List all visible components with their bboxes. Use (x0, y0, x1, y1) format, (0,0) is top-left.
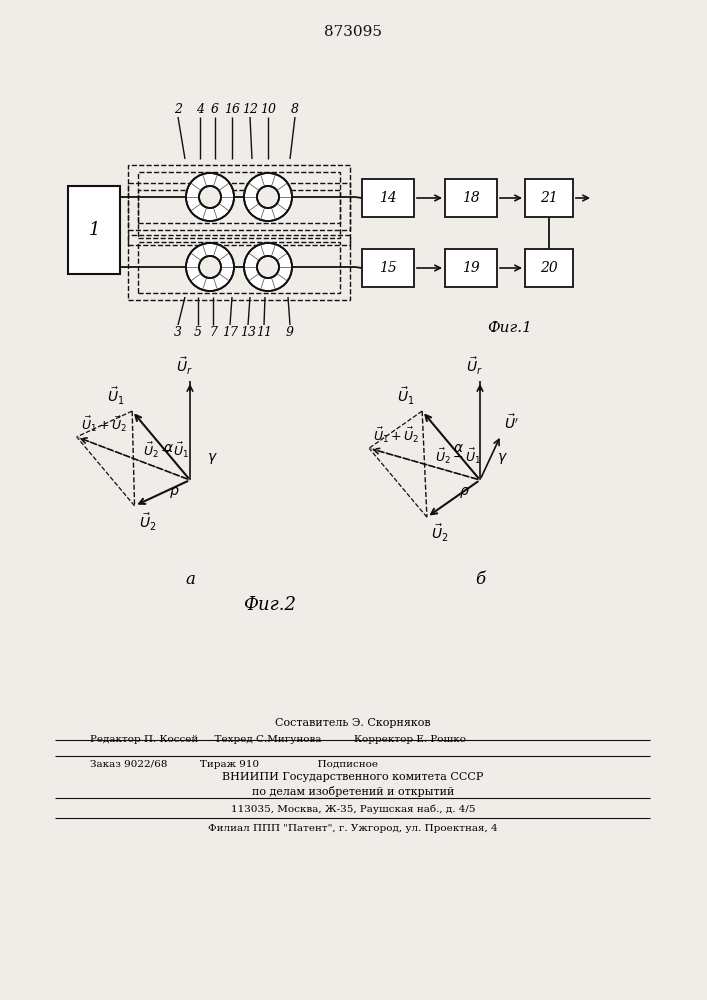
Text: 11: 11 (256, 326, 272, 339)
Text: 21: 21 (540, 191, 558, 205)
Text: $\vec{U}_1$: $\vec{U}_1$ (107, 386, 124, 407)
Text: 10: 10 (260, 103, 276, 116)
Text: 19: 19 (462, 261, 480, 275)
Bar (362, 179, 414, 217)
Text: ВНИИПИ Государственного комитета СССР: ВНИИПИ Государственного комитета СССР (222, 772, 484, 782)
Text: $\vec{U}_r$: $\vec{U}_r$ (175, 356, 192, 377)
Circle shape (244, 173, 292, 221)
Text: 6: 6 (211, 103, 219, 116)
Text: а: а (185, 572, 195, 588)
Text: 4: 4 (196, 103, 204, 116)
Text: 17: 17 (222, 326, 238, 339)
Text: $\vec{U}_1+\vec{U}_2$: $\vec{U}_1+\vec{U}_2$ (81, 415, 127, 434)
Bar (68, 186, 120, 274)
Bar (362, 249, 414, 287)
Text: 2: 2 (174, 103, 182, 116)
Bar (525, 179, 573, 217)
Text: Фиг.2: Фиг.2 (243, 596, 296, 614)
Text: Составитель Э. Скорняков: Составитель Э. Скорняков (275, 718, 431, 728)
Bar (138, 242, 340, 293)
Text: 14: 14 (379, 191, 397, 205)
Text: 873095: 873095 (324, 25, 382, 39)
Text: 15: 15 (379, 261, 397, 275)
Bar (445, 249, 497, 287)
Circle shape (186, 173, 234, 221)
Text: $\gamma$: $\gamma$ (206, 450, 218, 466)
Bar (138, 172, 340, 223)
Text: $\vec{U}_2$: $\vec{U}_2$ (431, 523, 448, 544)
Text: $\gamma$: $\gamma$ (496, 450, 508, 466)
Text: Заказ 9022/68          Тираж 910                  Подписное: Заказ 9022/68 Тираж 910 Подписное (90, 760, 378, 769)
Text: $\vec{U}_1$: $\vec{U}_1$ (397, 386, 414, 407)
Text: $\alpha$: $\alpha$ (163, 441, 173, 455)
Bar (445, 179, 497, 217)
Bar (128, 183, 350, 245)
Text: $\vec{U}_2-\vec{U}_1$: $\vec{U}_2-\vec{U}_1$ (143, 441, 189, 460)
Circle shape (199, 186, 221, 208)
Text: $\rho$: $\rho$ (169, 485, 180, 499)
Text: 18: 18 (462, 191, 480, 205)
Text: 3: 3 (174, 326, 182, 339)
Text: 16: 16 (224, 103, 240, 116)
Text: 13: 13 (240, 326, 256, 339)
Circle shape (186, 243, 234, 291)
Bar (525, 249, 573, 287)
Text: Фиг.1: Фиг.1 (488, 321, 532, 335)
Text: Редактор П. Коссей     Техред С.Мигунова          Корректор Е. Рошко: Редактор П. Коссей Техред С.Мигунова Кор… (90, 735, 466, 744)
Circle shape (257, 186, 279, 208)
Text: 12: 12 (242, 103, 258, 116)
Text: 9: 9 (286, 326, 294, 339)
Text: 8: 8 (291, 103, 299, 116)
Text: 20: 20 (540, 261, 558, 275)
Text: $\vec{U}'$: $\vec{U}'$ (504, 414, 519, 432)
Circle shape (257, 256, 279, 278)
Text: б: б (475, 572, 485, 588)
Text: $\vec{U}_2-\vec{U}_1$: $\vec{U}_2-\vec{U}_1$ (435, 446, 481, 466)
Circle shape (199, 256, 221, 278)
Text: $\rho$: $\rho$ (459, 485, 469, 499)
Circle shape (244, 243, 292, 291)
Text: 5: 5 (194, 326, 202, 339)
Text: $\vec{U}_r$: $\vec{U}_r$ (466, 356, 482, 377)
Text: Филиал ППП "Патент", г. Ужгород, ул. Проектная, 4: Филиал ППП "Патент", г. Ужгород, ул. Про… (208, 824, 498, 833)
Text: 113035, Москва, Ж-35, Раушская наб., д. 4/5: 113035, Москва, Ж-35, Раушская наб., д. … (230, 804, 475, 814)
Bar (128, 235, 350, 300)
Bar (128, 165, 350, 230)
Bar (138, 190, 340, 238)
Text: $\vec{U}_1+\vec{U}_2$: $\vec{U}_1+\vec{U}_2$ (373, 426, 419, 445)
Text: $\alpha$: $\alpha$ (452, 441, 464, 455)
Text: по делам изобретений и открытий: по делам изобретений и открытий (252, 786, 454, 797)
Text: 7: 7 (209, 326, 217, 339)
Text: 1: 1 (88, 221, 100, 239)
Text: $\vec{U}_2$: $\vec{U}_2$ (139, 512, 156, 533)
